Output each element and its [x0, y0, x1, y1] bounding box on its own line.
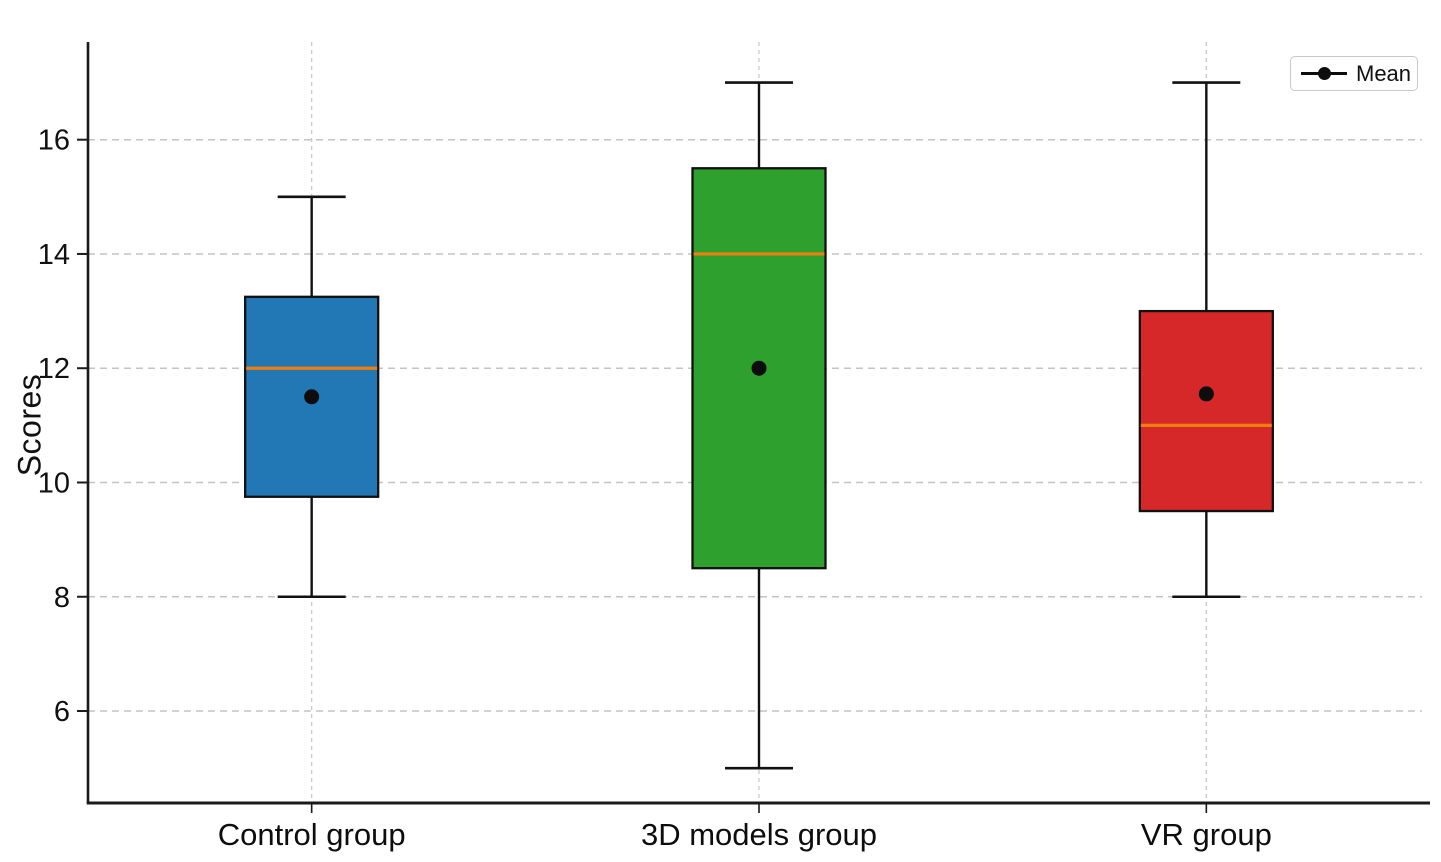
- y-tick-label: 10: [38, 467, 70, 499]
- mean-marker-dot: [1317, 67, 1331, 80]
- legend: Mean: [1290, 56, 1418, 91]
- x-category-label: Control group: [218, 817, 406, 852]
- y-tick-label: 14: [38, 239, 70, 271]
- y-tick-label: 12: [38, 353, 70, 385]
- x-category-label: 3D models group: [641, 817, 877, 852]
- mean-marker-icon: [1301, 66, 1347, 82]
- y-tick-label: 8: [54, 582, 70, 614]
- y-axis-label: Scores: [11, 373, 48, 477]
- x-category-label: VR group: [1141, 817, 1272, 852]
- mean-dot: [304, 389, 320, 405]
- iqr-box-vr-group: [1138, 309, 1274, 513]
- mean-dot: [1198, 386, 1214, 402]
- mean-dot: [751, 360, 767, 376]
- y-tick-label: 16: [38, 125, 70, 157]
- y-tick-label: 6: [54, 696, 70, 728]
- legend-label: Mean: [1356, 60, 1412, 86]
